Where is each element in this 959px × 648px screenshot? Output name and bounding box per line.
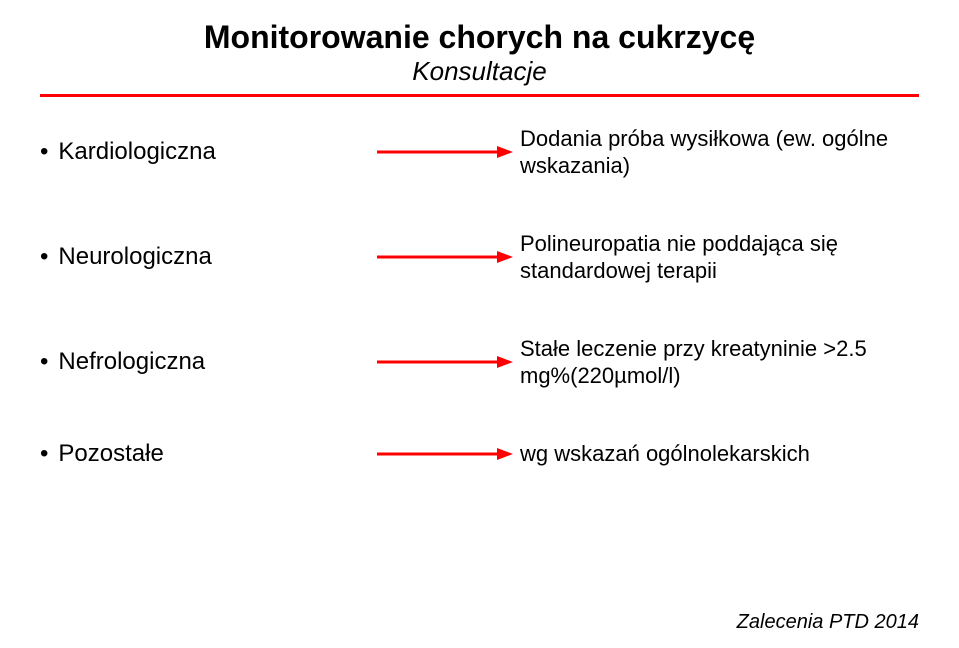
row-left-label: Neurologiczna — [58, 243, 211, 272]
slide-subtitle: Konsultacje — [40, 57, 919, 86]
content-row: • Kardiologiczna Dodania próba wysiłkowa … — [40, 125, 919, 180]
row-left-label: Kardiologiczna — [58, 138, 215, 167]
row-right-text: Dodania próba wysiłkowa (ew. ogólne wska… — [520, 125, 919, 180]
row-left: • Kardiologiczna — [40, 138, 370, 167]
slide: Monitorowanie chorych na cukrzycę Konsul… — [0, 0, 959, 648]
title-block: Monitorowanie chorych na cukrzycę Konsul… — [40, 20, 919, 86]
arrow-column — [370, 353, 520, 371]
slide-title: Monitorowanie chorych na cukrzycę — [40, 20, 919, 55]
row-left-label: Nefrologiczna — [58, 348, 205, 377]
bullet-icon: • — [40, 140, 48, 164]
bullet-icon: • — [40, 245, 48, 269]
row-right-text: Stałe leczenie przy kreatyninie >2.5 mg%… — [520, 335, 919, 390]
content-row: • Nefrologiczna Stałe leczenie przy kreat… — [40, 335, 919, 390]
arrow-icon — [377, 248, 513, 266]
content-row: • Pozostałe wg wskazań ogólnolekarskich — [40, 440, 919, 469]
arrow-column — [370, 445, 520, 463]
arrow-icon — [377, 143, 513, 161]
bullet-icon: • — [40, 350, 48, 374]
content-row: • Neurologiczna Polineuropatia nie poddaj… — [40, 230, 919, 285]
row-right-text: wg wskazań ogólnolekarskich — [520, 440, 919, 468]
row-right-text: Polineuropatia nie poddająca się standar… — [520, 230, 919, 285]
divider-rule — [40, 94, 919, 97]
bullet-icon: • — [40, 442, 48, 466]
content-rows: • Kardiologiczna Dodania próba wysiłkowa … — [40, 125, 919, 469]
row-left-label: Pozostałe — [58, 440, 163, 469]
arrow-column — [370, 248, 520, 266]
arrow-icon — [377, 353, 513, 371]
row-left: • Nefrologiczna — [40, 348, 370, 377]
arrow-column — [370, 143, 520, 161]
row-left: • Neurologiczna — [40, 243, 370, 272]
arrow-icon — [377, 445, 513, 463]
row-left: • Pozostałe — [40, 440, 370, 469]
footer-citation: Zalecenia PTD 2014 — [737, 611, 919, 634]
